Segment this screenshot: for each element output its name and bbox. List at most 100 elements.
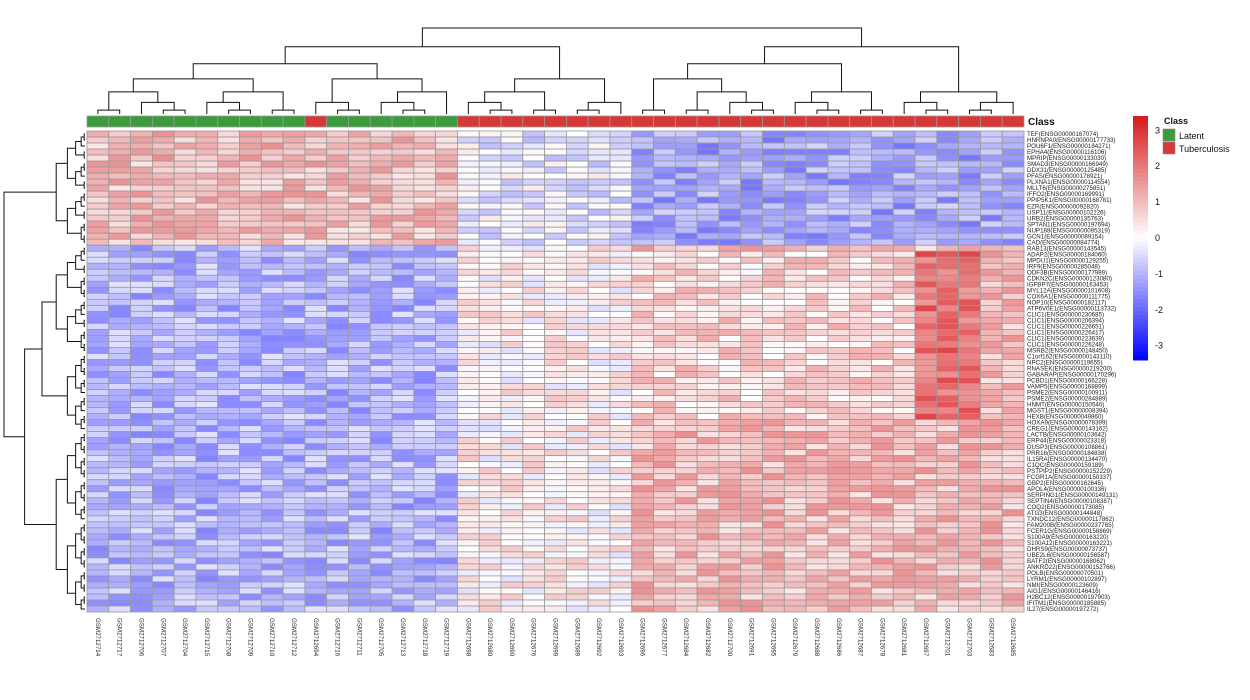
heatmap-cell	[936, 244, 960, 252]
heatmap-cell	[980, 485, 1003, 493]
heatmap-cell	[827, 599, 851, 607]
heatmap-cell	[478, 208, 502, 216]
heatmap-cell	[500, 244, 524, 252]
heatmap-cell	[609, 238, 633, 246]
heatmap-cell	[587, 599, 611, 607]
heatmap-cell	[1001, 286, 1025, 294]
heatmap-cell	[653, 292, 676, 300]
heatmap-cell	[348, 310, 371, 318]
heatmap-cell	[827, 497, 851, 505]
heatmap-cell	[478, 521, 502, 529]
heatmap-cell	[827, 226, 851, 234]
heatmap-cell	[958, 599, 981, 607]
heatmap-cell	[696, 142, 720, 150]
heatmap-cell	[958, 220, 981, 228]
heatmap-cell	[457, 599, 480, 607]
heatmap-cell	[653, 220, 676, 228]
heatmap-cell	[326, 262, 349, 270]
heatmap-cell	[609, 274, 633, 282]
heatmap-cell	[500, 425, 524, 433]
heatmap-cell	[348, 298, 371, 306]
heatmap-cell	[173, 551, 197, 559]
heatmap-cell	[740, 172, 763, 180]
heatmap-cell	[282, 377, 306, 384]
heatmap-cell	[849, 286, 872, 294]
heatmap-cell	[348, 130, 371, 138]
row-label: PSTPIP2(ENSG00000152229)	[1027, 468, 1112, 475]
heatmap-cell	[522, 413, 546, 420]
heatmap-cell	[871, 365, 894, 372]
heatmap-cell	[522, 557, 546, 565]
heatmap-cell	[565, 419, 589, 427]
heatmap-cell	[260, 347, 284, 354]
heatmap-cell	[958, 359, 981, 366]
heatmap-cell	[1001, 220, 1025, 228]
heatmap-cell	[457, 292, 480, 300]
heatmap-cell	[195, 268, 219, 276]
heatmap-cell	[827, 539, 851, 547]
heatmap-cell	[151, 142, 175, 150]
heatmap-cell	[282, 563, 306, 571]
heatmap-cell	[108, 377, 131, 384]
heatmap-cell	[391, 256, 415, 264]
row-label: NMI(ENSG00000123609)	[1027, 582, 1098, 589]
class-annotation-cell	[980, 115, 1003, 128]
heatmap-cell	[195, 226, 219, 234]
heatmap-cell	[173, 563, 197, 571]
heatmap-cell	[260, 262, 284, 270]
heatmap-cell	[304, 521, 328, 529]
heatmap-cell	[195, 142, 219, 150]
heatmap-cell	[522, 593, 546, 601]
heatmap-cell	[413, 202, 437, 210]
heatmap-cell	[108, 142, 131, 150]
heatmap-cell	[348, 503, 371, 511]
heatmap-cell	[173, 190, 197, 198]
heatmap-cell	[805, 304, 829, 312]
heatmap-cell	[522, 274, 546, 282]
heatmap-cell	[413, 575, 437, 583]
heatmap-cell	[369, 142, 393, 150]
heatmap-cell	[653, 437, 676, 445]
heatmap-cell	[936, 383, 960, 390]
heatmap-cell	[282, 479, 306, 487]
heatmap-cell	[740, 437, 763, 445]
heatmap-cell	[827, 371, 851, 378]
heatmap-cell	[348, 371, 371, 378]
heatmap-cell	[696, 497, 720, 505]
heatmap-cell	[435, 347, 458, 354]
heatmap-cell	[1001, 256, 1025, 264]
heatmap-cell	[783, 142, 807, 150]
heatmap-cell	[239, 467, 262, 475]
heatmap-cell	[391, 551, 415, 559]
heatmap-cell	[500, 455, 524, 463]
heatmap-cell	[631, 244, 654, 252]
heatmap-cell	[696, 449, 720, 457]
heatmap-cell	[587, 527, 611, 535]
heatmap-cell	[631, 563, 654, 571]
heatmap-cell	[522, 491, 546, 499]
heatmap-cell	[348, 322, 371, 330]
heatmap-cell	[282, 238, 306, 246]
heatmap-cell	[369, 443, 393, 451]
heatmap-cell	[1001, 551, 1025, 559]
heatmap-cell	[478, 515, 502, 523]
heatmap-cell	[304, 298, 328, 306]
heatmap-cell	[478, 292, 502, 300]
heatmap-cell	[544, 359, 567, 366]
heatmap-cell	[783, 587, 807, 595]
heatmap-cell	[500, 485, 524, 493]
heatmap-cell	[653, 256, 676, 264]
heatmap-cell	[108, 509, 131, 517]
heatmap-cell	[587, 286, 611, 294]
heatmap-cell	[369, 148, 393, 156]
heatmap-cell	[304, 605, 328, 613]
heatmap-cell	[827, 533, 851, 541]
heatmap-cell	[369, 503, 393, 511]
heatmap-cell	[696, 232, 720, 240]
heatmap-cell	[565, 298, 589, 306]
heatmap-cell	[457, 274, 480, 282]
colorbar-step	[1133, 168, 1148, 174]
heatmap-cell	[500, 298, 524, 306]
heatmap-cell	[740, 455, 763, 463]
heatmap-cell	[762, 178, 785, 186]
